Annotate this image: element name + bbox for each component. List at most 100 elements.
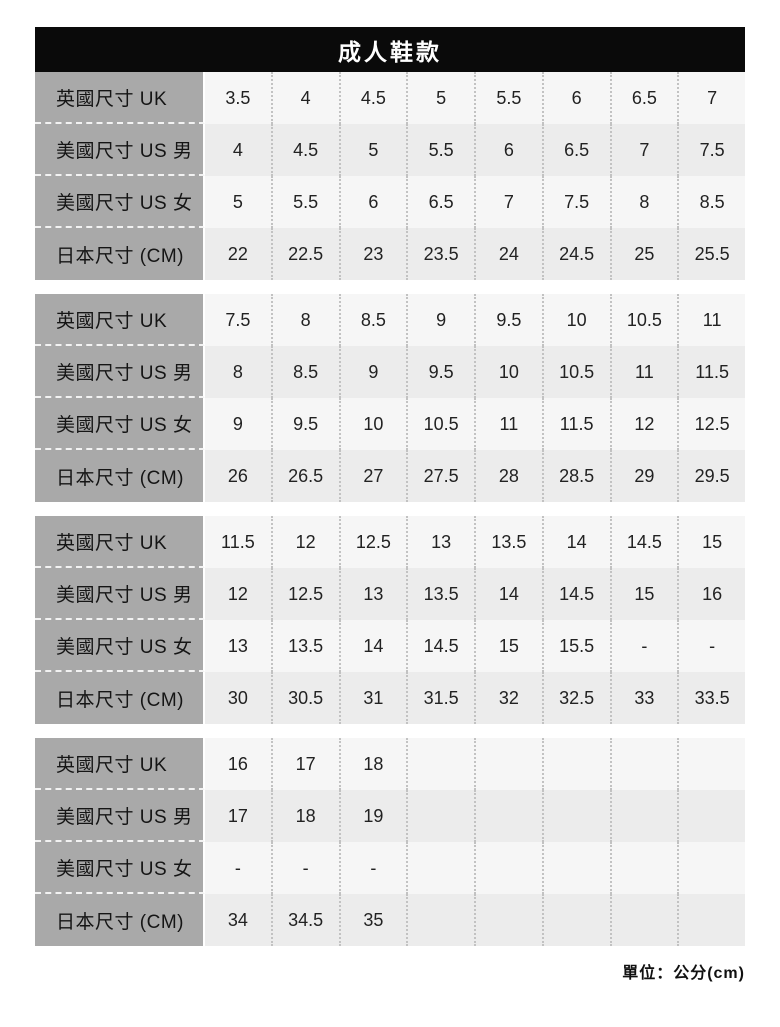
size-cell: - (609, 620, 678, 672)
size-cell: 16 (205, 738, 271, 790)
size-cell: 5 (205, 176, 271, 228)
size-cell: 9.5 (474, 294, 542, 346)
size-cell: 18 (338, 738, 407, 790)
size-cell: 22 (205, 228, 271, 280)
size-cell (609, 790, 678, 842)
size-cell: 11.5 (677, 346, 745, 398)
size-cell: 10 (474, 346, 542, 398)
size-cell: 30 (205, 672, 271, 724)
size-cell: 29.5 (677, 450, 745, 502)
size-cell: 3.5 (205, 72, 271, 124)
size-cell: - (338, 842, 407, 894)
chart-title-bar: 成人鞋款 (35, 27, 745, 72)
size-cell (677, 842, 745, 894)
size-cell: 5.5 (474, 72, 542, 124)
size-cell: 9 (338, 346, 407, 398)
size-cell: 9 (406, 294, 474, 346)
row-label: 美國尺寸 US 女 (35, 842, 205, 894)
row-label: 英國尺寸 UK (35, 294, 205, 346)
size-cell: - (677, 620, 745, 672)
size-cell: 12 (609, 398, 678, 450)
size-cell (541, 894, 610, 946)
size-cell: 11 (474, 398, 542, 450)
size-cell: 25.5 (677, 228, 745, 280)
size-cell: 15.5 (541, 620, 610, 672)
size-cell: 34 (205, 894, 271, 946)
size-cell: 34.5 (270, 894, 339, 946)
size-cell: 17 (270, 738, 339, 790)
size-cell: 14.5 (609, 516, 678, 568)
size-row: 日本尺寸 (CM) 34 34.5 35 (35, 894, 745, 946)
size-cell: 26 (205, 450, 271, 502)
size-cell: 10.5 (541, 346, 610, 398)
size-cell: 30.5 (270, 672, 339, 724)
size-cell (541, 790, 610, 842)
size-cell: 27.5 (406, 450, 474, 502)
size-cell: 11.5 (541, 398, 610, 450)
size-cell (474, 842, 542, 894)
size-cell (677, 738, 745, 790)
size-row: 日本尺寸 (CM) 22 22.5 23 23.5 24 24.5 25 25.5 (35, 228, 745, 280)
size-cell: 18 (270, 790, 339, 842)
size-cell: 4 (205, 124, 271, 176)
size-row: 日本尺寸 (CM) 30 30.5 31 31.5 32 32.5 33 33.5 (35, 672, 745, 724)
size-cell: 15 (474, 620, 542, 672)
size-cell: 5.5 (270, 176, 339, 228)
size-cell: 35 (338, 894, 407, 946)
row-label: 日本尺寸 (CM) (35, 894, 205, 946)
size-cell (406, 894, 474, 946)
size-cell: 31 (338, 672, 407, 724)
size-cell: 6.5 (541, 124, 610, 176)
size-block-3: 英國尺寸 UK 11.5 12 12.5 13 13.5 14 14.5 15 美國尺寸 US 男… (35, 516, 745, 724)
row-label: 美國尺寸 US 男 (35, 790, 205, 842)
size-cell: 10 (338, 398, 407, 450)
size-cell: 13.5 (474, 516, 542, 568)
size-row: 美國尺寸 US 女 9 9.5 10 10.5 11 11.5 12 12.5 (35, 398, 745, 450)
size-cell: 10.5 (406, 398, 474, 450)
row-label: 英國尺寸 UK (35, 72, 205, 124)
size-block-4: 英國尺寸 UK 16 17 18 美國尺寸 US 男 17 18 19 美國尺寸 US 女---… (35, 738, 745, 946)
row-label: 英國尺寸 UK (35, 738, 205, 790)
size-cell: 9.5 (406, 346, 474, 398)
size-cell: 14 (541, 516, 610, 568)
size-cell: 12.5 (677, 398, 745, 450)
size-row: 美國尺寸 US 男 17 18 19 (35, 790, 745, 842)
size-row: 英國尺寸 UK 16 17 18 (35, 738, 745, 790)
size-cell: 4.5 (338, 72, 407, 124)
size-cell: 8.5 (270, 346, 339, 398)
size-cell: 6 (541, 72, 610, 124)
size-cell: 7.5 (205, 294, 271, 346)
size-cell (609, 842, 678, 894)
size-cell: 10.5 (609, 294, 678, 346)
size-cell: 13 (338, 568, 407, 620)
size-cell: 5 (338, 124, 407, 176)
size-cell: 28 (474, 450, 542, 502)
size-cell: 14.5 (406, 620, 474, 672)
size-cell: 10 (541, 294, 610, 346)
unit-note: 單位：公分(cm) (622, 965, 745, 982)
size-cell: 33.5 (677, 672, 745, 724)
size-cell: 6 (338, 176, 407, 228)
size-cell: 9 (205, 398, 271, 450)
size-cell: 16 (677, 568, 745, 620)
size-block-2: 英國尺寸 UK 7.5 8 8.5 9 9.5 10 10.5 11 美國尺寸 US 男 8 8.5 9… (35, 294, 745, 502)
row-label: 英國尺寸 UK (35, 516, 205, 568)
size-cell: 25 (609, 228, 678, 280)
size-cell: 14 (338, 620, 407, 672)
size-cell (609, 894, 678, 946)
size-cell: 12.5 (270, 568, 339, 620)
size-cell (474, 790, 542, 842)
size-cell: 32 (474, 672, 542, 724)
size-cell: 32.5 (541, 672, 610, 724)
size-cell: 14.5 (541, 568, 610, 620)
size-cell (474, 894, 542, 946)
size-cell: 7 (474, 176, 542, 228)
size-cell: 6 (474, 124, 542, 176)
size-cell: 7 (609, 124, 678, 176)
size-cell: 6.5 (406, 176, 474, 228)
size-cell: 17 (205, 790, 271, 842)
size-cell: 24.5 (541, 228, 610, 280)
row-label: 美國尺寸 US 男 (35, 124, 205, 176)
row-label: 日本尺寸 (CM) (35, 672, 205, 724)
size-cell (541, 738, 610, 790)
